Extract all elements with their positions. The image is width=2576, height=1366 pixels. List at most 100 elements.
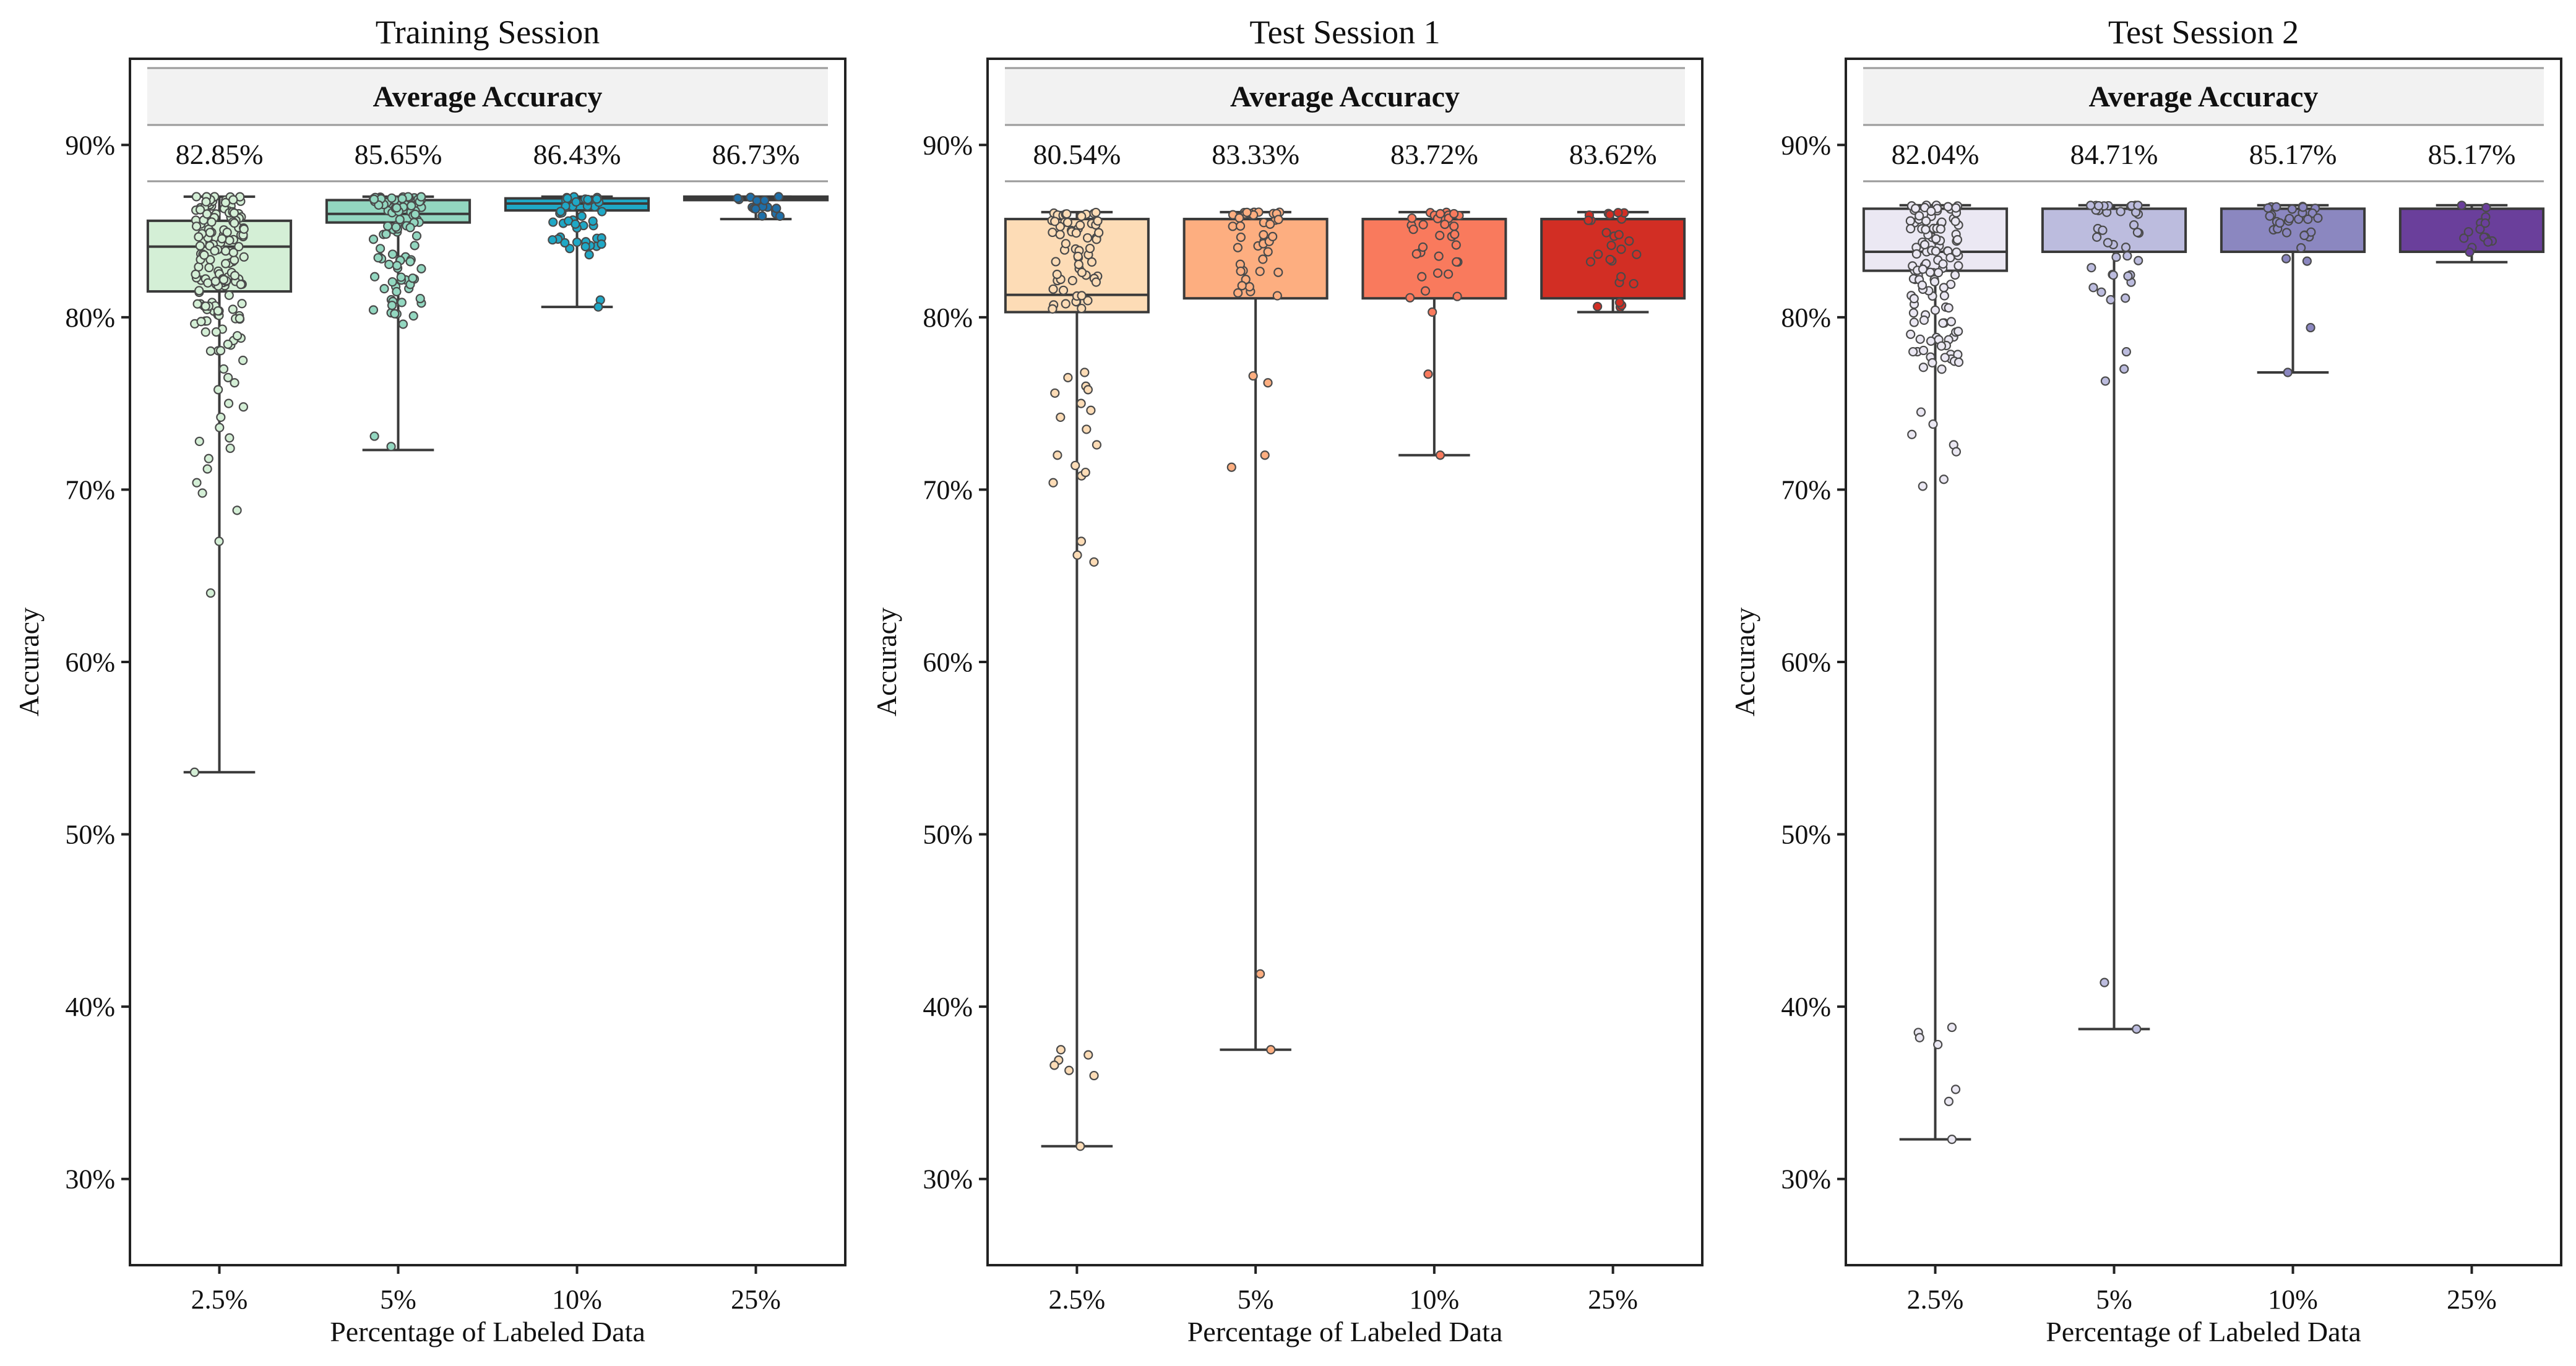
data-point xyxy=(1613,208,1623,218)
data-point xyxy=(205,346,215,356)
data-point xyxy=(1933,1039,1943,1050)
data-point xyxy=(228,304,238,314)
data-point xyxy=(1228,221,1238,231)
y-tick-label: 40% xyxy=(65,992,115,1022)
box-5% xyxy=(325,192,472,452)
x-tick-label: 10% xyxy=(1410,1284,1460,1315)
data-point xyxy=(1255,267,1265,277)
data-point xyxy=(2285,213,2294,223)
data-point xyxy=(213,306,223,316)
data-point xyxy=(1950,270,1960,280)
data-point xyxy=(228,195,238,205)
data-point xyxy=(1918,481,1928,491)
data-point xyxy=(1926,336,1936,346)
data-point xyxy=(230,378,239,388)
data-point xyxy=(1916,407,1926,417)
data-point xyxy=(1058,285,1069,295)
data-point xyxy=(1908,346,1918,357)
data-point xyxy=(2465,247,2475,257)
data-point xyxy=(1911,204,1921,213)
data-point xyxy=(571,219,580,229)
data-point xyxy=(221,246,231,256)
avg-value: 85.17% xyxy=(2249,139,2337,170)
data-point xyxy=(548,217,558,227)
data-point xyxy=(1418,242,1428,252)
data-point xyxy=(1944,303,1954,313)
data-point xyxy=(560,238,570,248)
data-point xyxy=(1260,450,1270,460)
data-point xyxy=(1906,329,1916,339)
data-point xyxy=(387,301,397,311)
data-point xyxy=(1614,298,1624,307)
data-point xyxy=(1083,385,1093,395)
avg-value: 85.17% xyxy=(2428,139,2516,170)
data-point xyxy=(239,252,249,262)
data-point xyxy=(368,234,379,244)
data-point xyxy=(1273,215,1283,225)
data-point xyxy=(1094,228,1104,238)
data-point xyxy=(733,193,743,204)
data-point xyxy=(1432,268,1443,278)
data-point xyxy=(375,244,386,254)
data-point xyxy=(556,207,566,217)
data-point xyxy=(218,275,229,285)
data-point xyxy=(211,327,222,337)
data-point xyxy=(407,201,416,211)
data-point xyxy=(2108,270,2118,280)
avg-value: 83.33% xyxy=(1212,139,1299,170)
data-point xyxy=(1919,315,1929,325)
data-point xyxy=(1936,224,1945,234)
x-axis-label: Percentage of Labeled Data xyxy=(1187,1316,1503,1347)
box-2.5% xyxy=(146,192,293,777)
panel-1: Training Session Average Accuracy 82.85% 85… xyxy=(13,14,846,1347)
box-iqr xyxy=(1361,218,1507,300)
strip-points xyxy=(368,192,426,452)
data-point xyxy=(1050,388,1060,398)
data-point xyxy=(195,241,205,251)
data-point xyxy=(2480,218,2490,228)
y-tick-label: 80% xyxy=(923,303,973,333)
data-point xyxy=(1907,429,1917,439)
data-point xyxy=(1632,249,1642,259)
data-point xyxy=(562,193,572,204)
data-point xyxy=(1237,281,1247,291)
data-point xyxy=(225,433,235,443)
data-point xyxy=(1236,266,1246,277)
data-point xyxy=(1070,460,1080,471)
data-point xyxy=(204,262,214,273)
data-point xyxy=(194,436,204,447)
data-point xyxy=(2275,218,2285,228)
data-point xyxy=(1417,272,1427,281)
x-tick-label: 25% xyxy=(731,1284,781,1315)
data-point xyxy=(572,237,582,247)
y-tick-label: 30% xyxy=(65,1164,115,1195)
data-point xyxy=(1449,221,1459,231)
data-point xyxy=(1928,358,1937,368)
data-point xyxy=(416,192,426,202)
data-point xyxy=(397,298,407,307)
data-point xyxy=(2306,322,2315,333)
data-point xyxy=(381,229,391,239)
data-point xyxy=(2092,232,2102,242)
data-point xyxy=(191,269,200,279)
data-point xyxy=(1931,234,1941,244)
data-point xyxy=(383,221,393,231)
data-point xyxy=(1954,260,1963,271)
data-point xyxy=(2313,213,2323,223)
data-point xyxy=(1952,247,1962,257)
data-point xyxy=(1938,259,1948,269)
avg-value: 83.62% xyxy=(1569,139,1657,170)
data-point xyxy=(200,301,210,311)
data-point xyxy=(1423,369,1433,379)
data-point xyxy=(1082,424,1092,434)
data-point xyxy=(1616,272,1626,281)
data-point xyxy=(398,319,408,329)
data-point xyxy=(1411,249,1421,259)
data-point xyxy=(223,372,233,382)
data-point xyxy=(1950,1085,1961,1094)
data-point xyxy=(2129,220,2139,230)
data-point xyxy=(223,398,234,408)
data-point xyxy=(1943,202,1953,212)
data-point xyxy=(387,193,397,203)
data-point xyxy=(1443,269,1454,279)
